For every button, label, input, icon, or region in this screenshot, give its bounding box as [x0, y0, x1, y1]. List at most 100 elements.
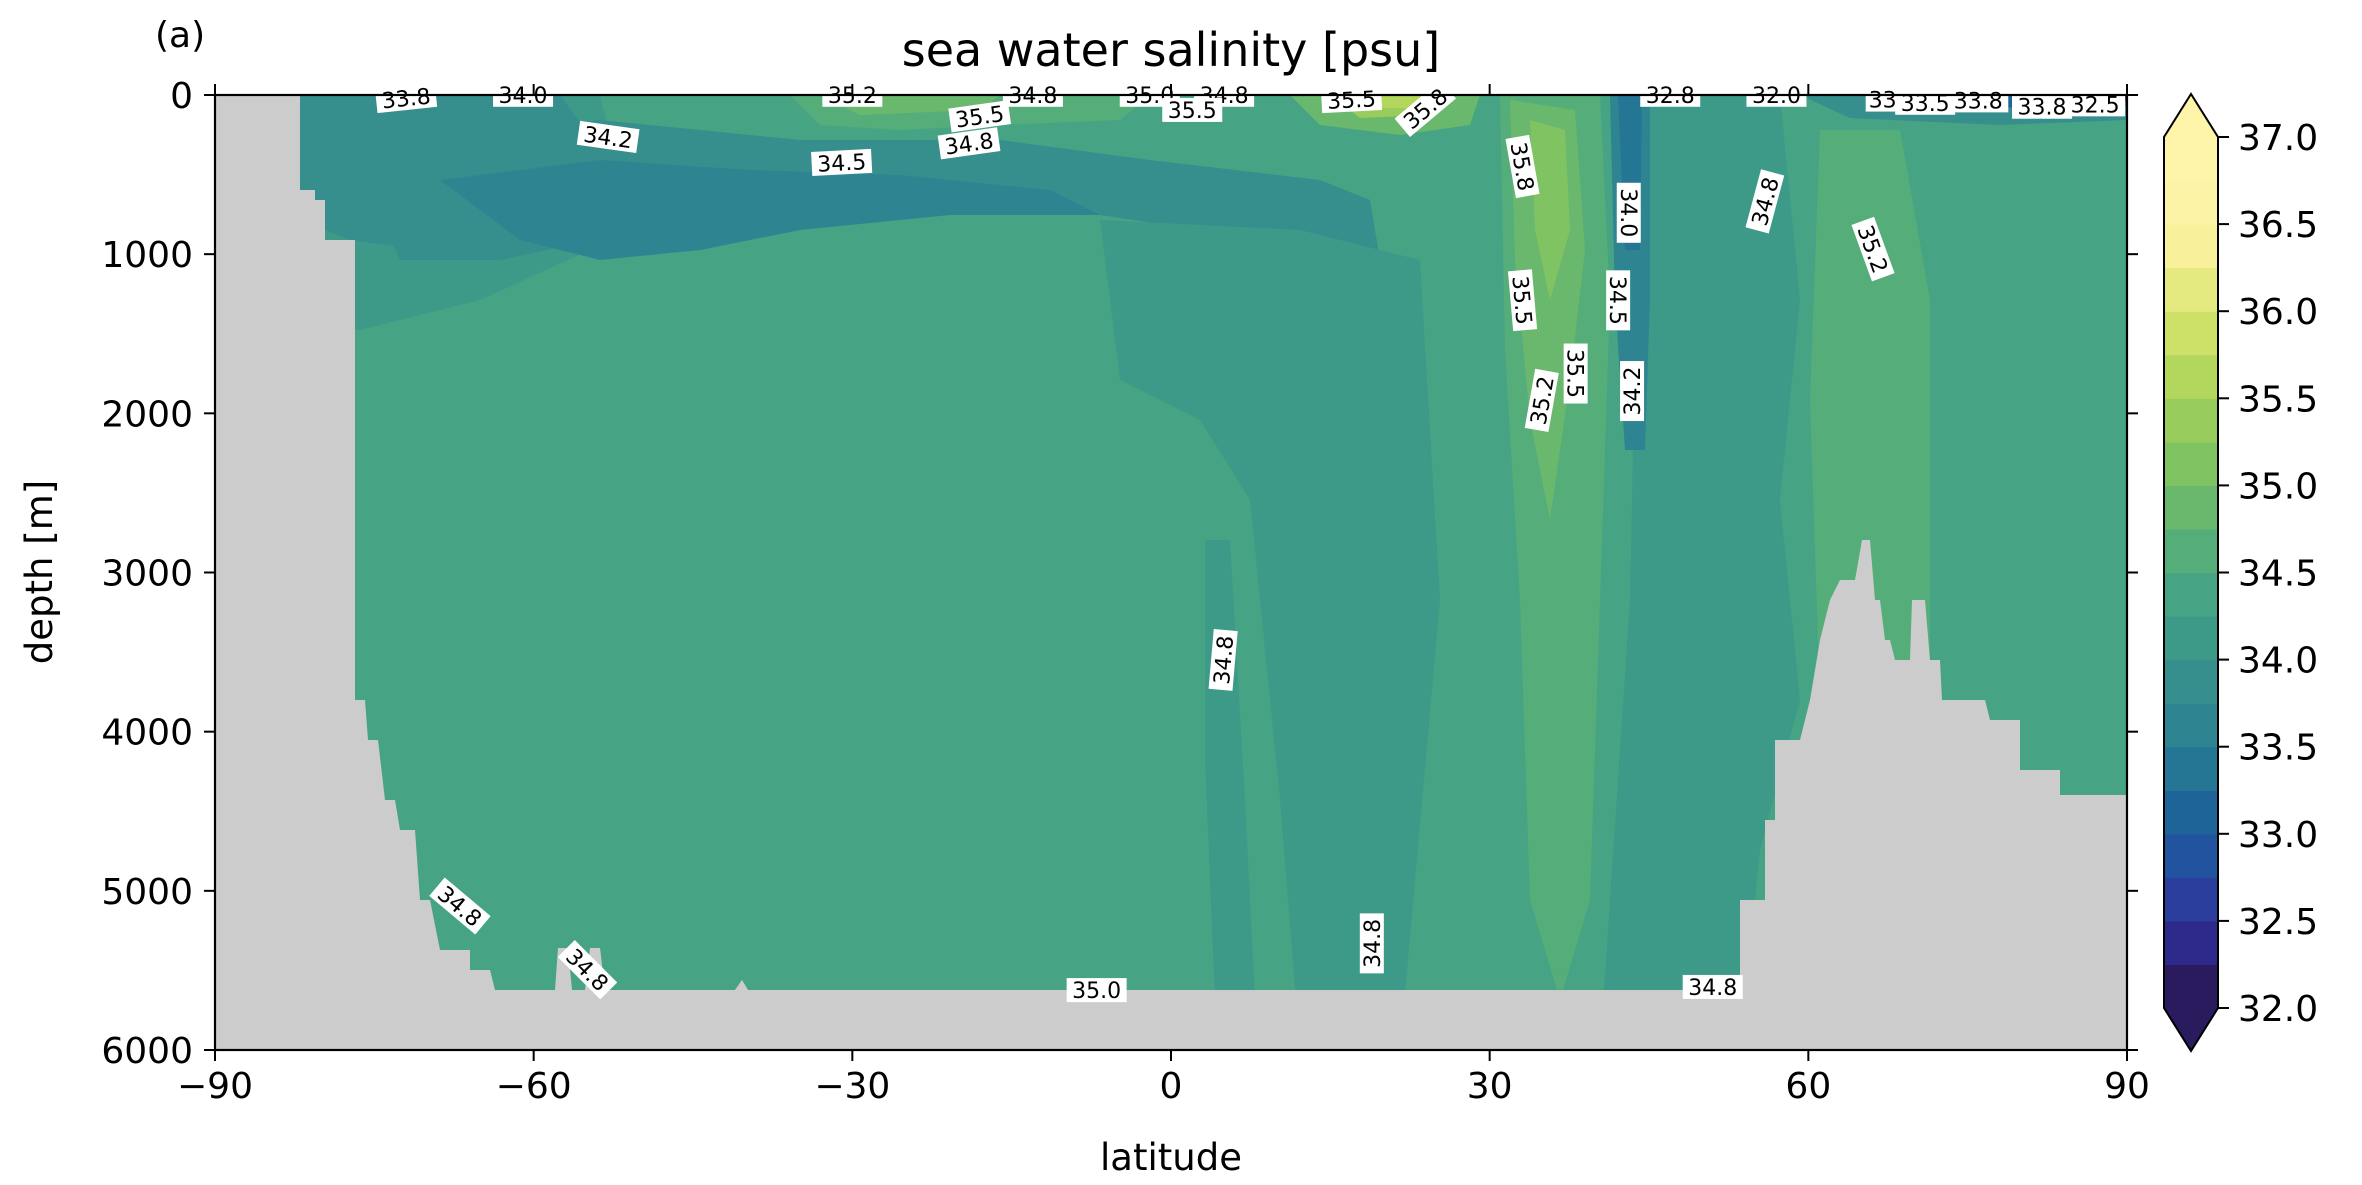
contour-label-text: 34.8 — [1210, 635, 1239, 686]
y-tick-label: 5000 — [101, 872, 193, 913]
colorbar-tick-label: 36.0 — [2238, 292, 2318, 333]
contour-label-bg — [576, 120, 640, 154]
x-tick-label: 60 — [1785, 1066, 1831, 1107]
contour-label: 35.5 — [1506, 269, 1538, 332]
contour-label: 34.2 — [1620, 361, 1646, 422]
contour-label-bg — [1505, 134, 1540, 199]
contour-label: 33 — [1865, 87, 1900, 114]
colorbar-segment — [2164, 354, 2218, 399]
contour-label-text: 35.5 — [1168, 99, 1217, 124]
contour-label-text: 33.8 — [2018, 96, 2067, 121]
contour-label: 34.5 — [1604, 270, 1631, 331]
contour-label-text: 35.5 — [1326, 87, 1376, 115]
contour-label-text: 32.0 — [1752, 84, 1801, 109]
contour-label-text: 34.8 — [1008, 84, 1057, 109]
contour-label-bg — [1606, 270, 1631, 331]
contour-label: 35.0 — [1066, 978, 1127, 1004]
contour-label-bg — [1563, 343, 1588, 404]
panel-label: (a) — [155, 15, 205, 56]
colorbar-tick-label: 32.5 — [2238, 902, 2318, 943]
colorbar-tick-label: 37.0 — [2238, 118, 2318, 159]
contour-label-text: 35.5 — [1506, 275, 1535, 326]
contour-label-bg — [1682, 974, 1743, 999]
y-tick-label: 1000 — [101, 235, 193, 276]
contour-label-bg — [811, 148, 873, 176]
chart-title: sea water salinity [psu] — [902, 23, 1441, 77]
contour-label: 35.5 — [1162, 97, 1223, 124]
colorbar-segment — [2164, 572, 2218, 617]
x-axis-label: latitude — [1100, 1136, 1242, 1179]
contour-label-bg — [2012, 94, 2073, 119]
colorbar-tick-label: 34.5 — [2238, 554, 2318, 595]
colorbar-segment — [2164, 703, 2218, 748]
north-atlantic-deep-water — [1600, 95, 1800, 1050]
contour-label-bg — [1851, 216, 1895, 282]
contour-label-text: 33 — [1869, 89, 1897, 114]
plot-area — [215, 95, 2127, 1050]
y-tick-label: 6000 — [101, 1031, 193, 1072]
contour-label: 35.5 — [948, 100, 1012, 134]
contour-label: 35.5 — [1562, 343, 1588, 404]
colorbar-segment — [2164, 224, 2218, 269]
colorbar: 32.0 32.5 33.0 33.5 34.0 34.5 35.0 35.5 36.0 36.5… — [2163, 92, 2318, 1053]
contour-label-bg — [2065, 92, 2126, 117]
contour-label-text: 33.8 — [381, 84, 432, 114]
contour-label: 35.8 — [1504, 134, 1540, 199]
contour-label-text: 34.2 — [1621, 367, 1646, 416]
colorbar-segment — [2164, 311, 2218, 356]
colorbar-segment — [2164, 877, 2218, 922]
mid-depth-water — [1100, 220, 1440, 1050]
contour-label-bg — [948, 100, 1012, 133]
northern-ridge-mask — [1740, 540, 2127, 1050]
y-tick-label: 4000 — [101, 713, 193, 754]
contour-label-bg — [375, 82, 438, 114]
contour-label-bg — [1507, 269, 1538, 332]
contour-label-text: 34.0 — [499, 84, 548, 109]
contour-label-text: 34.8 — [1361, 919, 1386, 968]
colorbar-segment — [2164, 659, 2218, 704]
contour-label-bg — [1066, 978, 1127, 1003]
x-tick-label: 30 — [1467, 1066, 1513, 1107]
contour-label-bg — [1620, 361, 1645, 422]
colorbar-tick-label: 32.0 — [2238, 989, 2318, 1030]
colorbar-tick-label: 35.0 — [2238, 466, 2318, 507]
contour-label: 33.8 — [375, 82, 438, 114]
x-tick-label: 90 — [2104, 1066, 2150, 1107]
colorbar-segment — [2164, 441, 2218, 486]
colorbar-segment — [2164, 746, 2218, 791]
contour-label-text: 34.5 — [817, 150, 867, 178]
contour-label: 34.5 — [811, 148, 873, 178]
contour-label: 35.5 — [1320, 86, 1383, 115]
y-tick-label: 0 — [170, 76, 193, 117]
mediterranean-outflow-center — [1530, 120, 1570, 300]
contour-label-text: 32.5 — [2071, 93, 2120, 118]
colorbar-tick-label: 33.0 — [2238, 815, 2318, 856]
contour-label-bg — [937, 127, 1001, 160]
antarctic-land-mask — [215, 95, 540, 1050]
contour-label: 33.8 — [2012, 94, 2073, 121]
contour-label-bg — [1745, 169, 1785, 234]
southern-polar-surface — [300, 95, 540, 170]
colorbar-segment — [2164, 398, 2218, 443]
contour-label-bg — [1162, 97, 1223, 122]
contour-label-bg — [1865, 87, 1900, 112]
contour-label: 32.5 — [2065, 92, 2126, 118]
x-tick-label: 0 — [1160, 1066, 1183, 1107]
contour-label: 34.8 — [1208, 629, 1239, 691]
colorbar-segment — [2164, 137, 2218, 182]
contour-label-bg — [1948, 88, 2009, 113]
contour-label: 34.8 — [1682, 974, 1743, 1001]
colorbar-segment — [2164, 920, 2218, 966]
x-tick-label: −60 — [496, 1066, 572, 1107]
contour-label: 34.8 — [1002, 82, 1063, 109]
colorbar-segment — [2164, 528, 2218, 574]
y-axis-label: depth [m] — [18, 480, 61, 664]
colorbar-segment — [2164, 267, 2218, 312]
colorbar-segment — [2164, 833, 2218, 878]
contour-label-text: 35.0 — [1072, 979, 1121, 1004]
contour-label-bg — [1616, 182, 1641, 243]
colorbar-tick-label: 33.5 — [2238, 728, 2318, 769]
colorbar-segment — [2164, 180, 2218, 225]
colorbar-extend-max — [2164, 94, 2218, 137]
